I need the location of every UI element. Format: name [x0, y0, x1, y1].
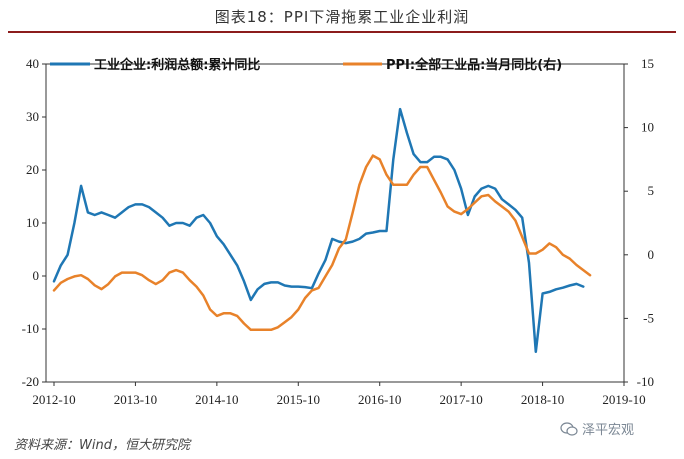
- left-tick-label: -20: [22, 374, 39, 389]
- x-tick-label: 2017-10: [439, 392, 482, 407]
- x-tick-label: 2014-10: [195, 392, 238, 407]
- x-axis-ticks: 2012-10 2013-10 2014-10 2015-10 2016-10 2017-…: [32, 382, 646, 407]
- left-tick-label: -10: [22, 321, 39, 336]
- watermark-text: 泽平宏观: [582, 423, 635, 438]
- x-tick-label: 2012-10: [32, 392, 75, 407]
- left-tick-label: 20: [26, 162, 39, 177]
- right-tick-label: -5: [643, 310, 654, 325]
- series-lines: [52, 107, 592, 354]
- x-tick-label: 2018-10: [521, 392, 564, 407]
- x-tick-label: 2016-10: [358, 392, 401, 407]
- left-tick-label: 30: [26, 109, 39, 124]
- source-note: 资料来源：Wind，恒大研究院: [14, 438, 190, 453]
- right-tick-label: 5: [648, 183, 655, 198]
- watermark: 泽平宏观: [560, 419, 634, 438]
- chart-legend: 工业企业:利润总额:累计同比 PPI:全部工业品:当月同比(右): [50, 57, 562, 73]
- legend-label-ppi: PPI:全部工业品:当月同比(右): [386, 57, 562, 73]
- wechat-icon: [560, 421, 578, 436]
- right-tick-label: 0: [648, 247, 655, 262]
- x-tick-label: 2019-10: [602, 392, 645, 407]
- figure-title: 图表18：PPI下滑拖累工业企业利润: [214, 8, 470, 26]
- left-tick-label: 10: [26, 215, 39, 230]
- legend-label-profit: 工业企业:利润总额:累计同比: [94, 57, 260, 73]
- right-tick-label: 10: [641, 120, 654, 135]
- profit-series-line: [52, 107, 585, 354]
- right-axis-ticks: -10 -5 0 5 10 15: [624, 56, 654, 389]
- ppi-series-line: [52, 154, 592, 332]
- left-axis-ticks: -20 -10 0 10 20 30 40: [22, 56, 46, 389]
- right-tick-label: -10: [637, 374, 654, 389]
- left-tick-label: 40: [26, 56, 39, 71]
- right-tick-label: 15: [641, 56, 654, 71]
- x-tick-label: 2013-10: [114, 392, 157, 407]
- title-divider: [8, 31, 676, 33]
- x-tick-label: 2015-10: [277, 392, 320, 407]
- left-tick-label: 0: [33, 268, 40, 283]
